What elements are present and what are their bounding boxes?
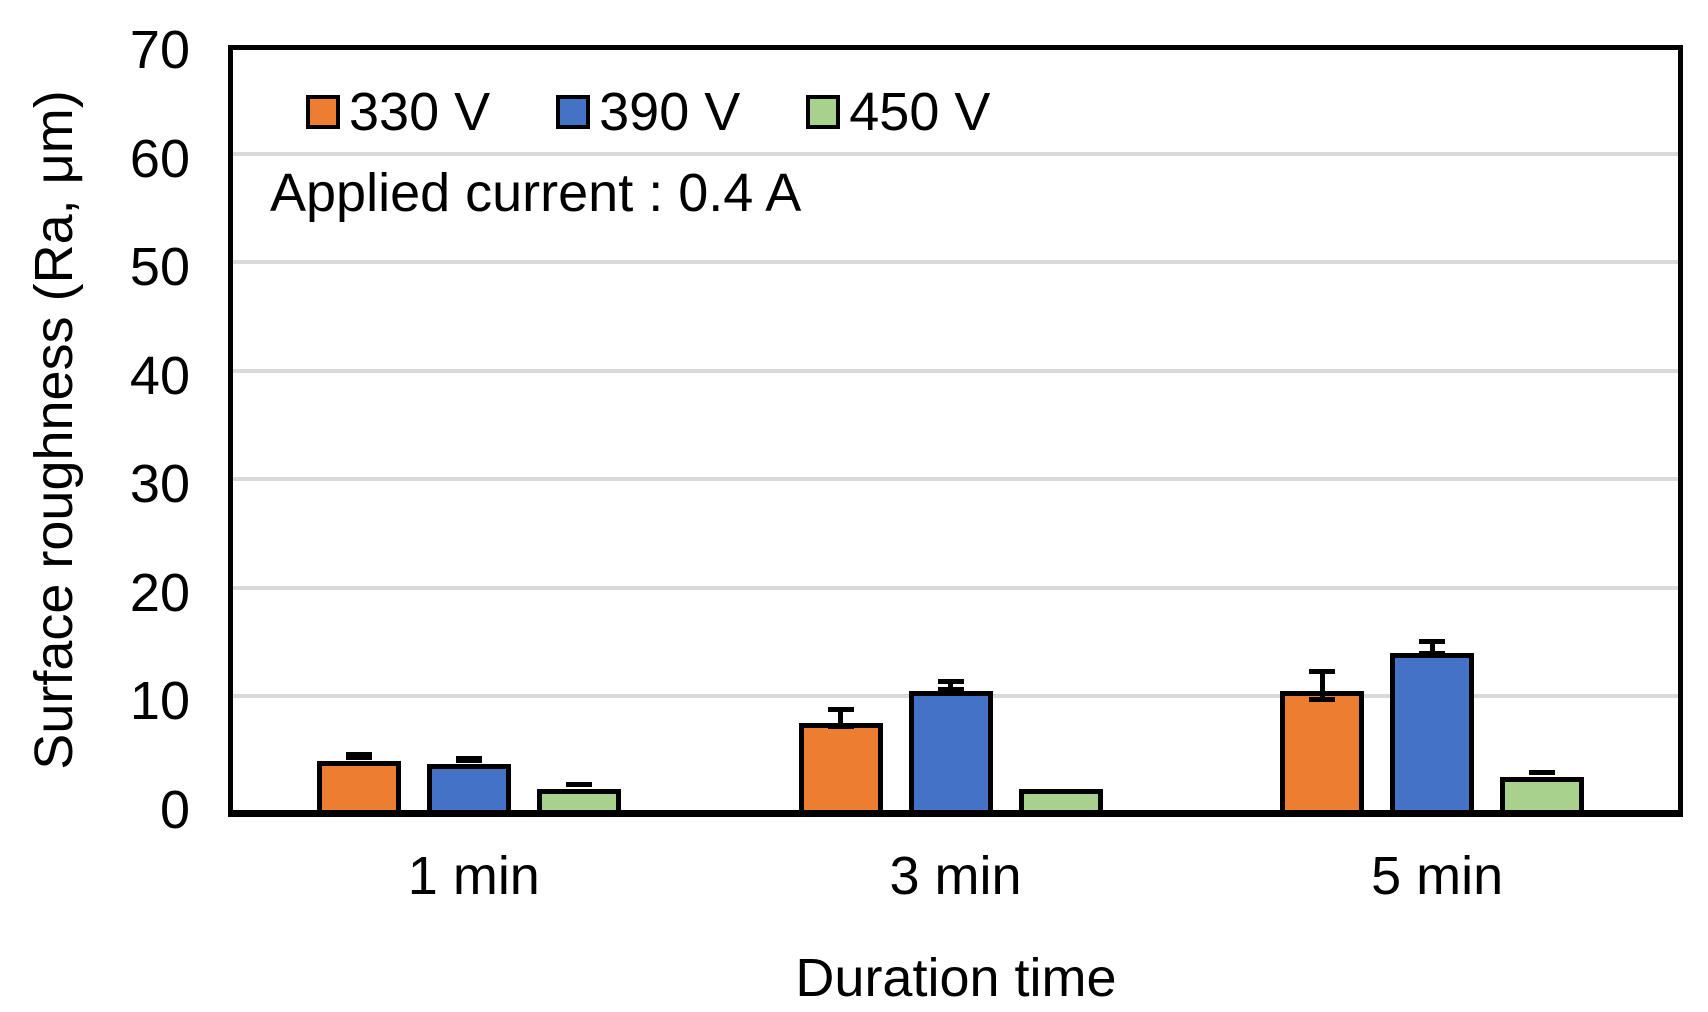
y-axis-title-text: Surface roughness (Ra, μm) — [24, 90, 84, 770]
x-axis-title: Duration time — [795, 948, 1117, 1008]
error-bar-cap-bottom-450v-1min — [565, 781, 592, 787]
x-tick-label-1min: 1 min — [407, 846, 540, 906]
y-tick-label-60: 60 — [129, 128, 190, 189]
y-tick-label-50: 50 — [129, 237, 190, 298]
legend-label-330v: 330 V — [349, 82, 491, 142]
legend-label-450v: 450 V — [849, 82, 991, 142]
x-tick-label-5min: 5 min — [1371, 846, 1504, 906]
x-tick-label-3min: 3 min — [889, 846, 1022, 906]
gridline-y40 — [233, 368, 1678, 373]
error-bar-390v-3min — [948, 679, 953, 693]
legend-label-390v: 390 V — [599, 82, 741, 142]
y-tick-label-20: 20 — [129, 562, 190, 623]
bar-390v-3min — [908, 690, 993, 810]
legend: 330 V 390 V 450 V — [306, 82, 990, 142]
legend-item-390v: 390 V — [556, 82, 740, 142]
error-bar-cap-bottom-330v-1min — [345, 755, 372, 761]
bar-450v-1min — [536, 789, 621, 810]
plot-area — [228, 45, 1683, 817]
legend-swatch-450v — [806, 95, 841, 129]
error-bar-cap-bottom-390v-3min — [937, 687, 964, 693]
error-bar-cap-top-390v-3min — [937, 679, 964, 685]
bar-330v-5min — [1280, 690, 1365, 810]
error-bar-330v-5min — [1319, 669, 1325, 702]
y-tick-label-40: 40 — [129, 345, 190, 406]
bar-390v-1min — [426, 764, 511, 810]
gridline-y30 — [233, 477, 1678, 482]
gridline-y50 — [233, 260, 1678, 265]
y-tick-label-0: 0 — [159, 780, 190, 840]
legend-item-450v: 450 V — [806, 82, 990, 142]
bar-450v-3min — [1018, 789, 1103, 810]
error-bar-330v-3min — [838, 707, 843, 729]
bar-330v-1min — [316, 761, 401, 810]
gridline-y60 — [233, 151, 1678, 156]
legend-swatch-390v — [556, 95, 591, 129]
bar-330v-3min — [798, 723, 883, 810]
y-tick-label-10: 10 — [129, 671, 190, 732]
gridline-y20 — [233, 585, 1678, 590]
error-bar-cap-top-330v-5min — [1309, 669, 1336, 675]
error-bar-390v-5min — [1429, 638, 1435, 657]
error-bar-cap-top-390v-5min — [1419, 638, 1446, 644]
legend-item-330v: 330 V — [306, 82, 490, 142]
bar-450v-5min — [1500, 777, 1585, 810]
error-bar-cap-bottom-330v-5min — [1309, 696, 1336, 702]
y-tick-label-70: 70 — [129, 20, 190, 80]
error-bar-cap-bottom-390v-1min — [455, 758, 482, 764]
error-bar-cap-bottom-450v-5min — [1529, 770, 1556, 776]
error-bar-cap-top-330v-1min — [345, 751, 372, 757]
error-bar-cap-top-330v-3min — [827, 707, 854, 713]
legend-swatch-330v — [306, 95, 340, 129]
error-bar-cap-bottom-330v-3min — [827, 724, 854, 729]
error-bar-cap-top-390v-1min — [455, 755, 482, 761]
error-bar-cap-bottom-390v-5min — [1419, 651, 1446, 657]
bar-390v-5min — [1390, 652, 1475, 810]
y-tick-label-30: 30 — [129, 454, 190, 515]
applied-current-annotation: Applied current : 0.4 A — [270, 163, 802, 223]
